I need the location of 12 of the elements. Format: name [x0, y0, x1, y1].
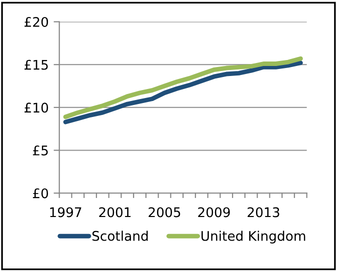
x-tick-label: 2013	[248, 207, 280, 218]
x-tick-label: 2005	[148, 207, 180, 218]
x-tick-label: 1997	[50, 207, 82, 218]
y-tick-label: £15	[24, 60, 48, 70]
legend-label: Scotland	[92, 230, 148, 241]
y-tick-label: £10	[24, 102, 48, 113]
y-tick-label: £20	[24, 16, 48, 27]
legend-label: United Kingdom	[202, 230, 306, 244]
x-tick-label: 2009	[198, 207, 230, 218]
y-tick-label: £5	[32, 146, 48, 156]
y-tick-label: £0	[32, 188, 48, 198]
x-tick-label: 2001	[99, 207, 131, 218]
